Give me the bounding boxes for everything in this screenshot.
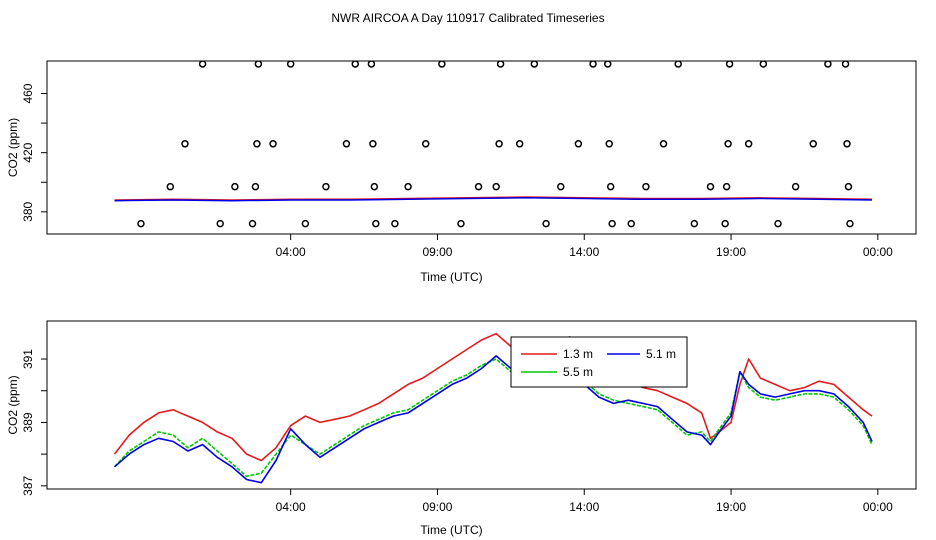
calibration-point — [367, 61, 376, 68]
calibration-point — [351, 61, 360, 68]
x-tick-label: 14:00 — [569, 500, 599, 514]
y-axis-label: CO2 (ppm) — [6, 375, 20, 434]
calibration-point — [809, 140, 817, 148]
calibration-point — [721, 219, 729, 228]
calibration-point — [774, 219, 782, 228]
legend-box — [510, 336, 688, 388]
y-tick-label: 420 — [21, 142, 35, 162]
calibration-point — [438, 61, 446, 68]
calibration-point — [248, 219, 257, 228]
calibration-point — [404, 182, 412, 191]
calibration-point — [659, 140, 668, 148]
calibration-point — [843, 140, 851, 148]
figure-title: NWR AIRCOA A Day 110917 Calibrated Times… — [331, 11, 604, 25]
calibration-point — [372, 219, 380, 228]
x-tick-label: 14:00 — [569, 245, 599, 259]
x-tick-label: 00:00 — [863, 245, 893, 259]
calibration-point — [254, 61, 263, 68]
calibration-point — [542, 219, 550, 228]
calibration-point — [603, 61, 612, 68]
calibration-point — [181, 140, 189, 148]
x-axis-label: Time (UTC) — [420, 270, 482, 284]
series-line-5-1-m — [114, 197, 873, 202]
calibration-point — [759, 61, 768, 68]
calibration-point — [301, 219, 310, 228]
calibration-point — [674, 61, 682, 68]
y-tick-label: 387 — [21, 475, 35, 495]
calibration-point — [370, 182, 379, 191]
x-tick-label: 19:00 — [716, 500, 746, 514]
calibration-point — [844, 182, 853, 191]
calibration-point — [253, 140, 261, 148]
calibration-point — [391, 219, 399, 228]
calibration-point — [725, 61, 734, 68]
calibration-point — [608, 219, 616, 228]
y-axis-label: CO2 (ppm) — [6, 118, 20, 177]
data-layer — [114, 61, 873, 228]
y-tick-label: 391 — [21, 349, 35, 369]
calibration-point — [824, 61, 832, 68]
calibration-point — [515, 140, 524, 148]
calibration-point — [198, 61, 207, 68]
x-tick-label: 00:00 — [863, 500, 893, 514]
data-layer — [113, 332, 873, 484]
calibration-point — [251, 182, 260, 191]
series-line-5-5-m — [113, 358, 873, 478]
calibration-point — [557, 182, 565, 191]
calibration-point — [322, 182, 330, 191]
plot-frame — [46, 60, 917, 235]
x-tick-label: 09:00 — [422, 500, 452, 514]
legend: 1.3 m 5.1 m 5.5 m — [510, 336, 688, 388]
calibration-point — [269, 140, 277, 148]
calibration-point — [605, 140, 613, 148]
series-line-1-3-m — [113, 332, 873, 462]
calibration-point — [606, 182, 615, 191]
chart-panel-2: 04:00 09:00 14:00 19:00 00:00 387 389 391 Time (… — [6, 320, 917, 537]
y-tick-label: 460 — [21, 83, 35, 103]
y-tick-label: 389 — [21, 412, 35, 432]
calibration-point — [690, 219, 699, 228]
calibration-point — [574, 140, 583, 148]
calibration-point — [231, 182, 239, 191]
calibration-point — [166, 182, 175, 191]
calibration-point — [722, 182, 731, 191]
calibration-point — [706, 182, 715, 191]
chart-panel-1: 04:00 09:00 14:00 19:00 00:00 380 420 460 Time (… — [6, 60, 917, 284]
legend-label: 5.5 m — [563, 365, 593, 379]
x-tick-label: 04:00 — [276, 245, 306, 259]
calibration-point — [286, 61, 295, 68]
calibration-point — [791, 182, 800, 191]
calibration-point — [137, 219, 145, 228]
calibration-point — [369, 140, 377, 148]
calibration-point — [846, 219, 854, 228]
x-tick-label: 04:00 — [276, 500, 306, 514]
calibration-point — [457, 219, 465, 228]
x-tick-label: 09:00 — [422, 245, 452, 259]
x-tick-label: 19:00 — [716, 245, 746, 259]
calibration-point — [474, 182, 483, 191]
calibration-point — [724, 140, 732, 148]
legend-label: 5.1 m — [646, 347, 676, 361]
x-axis-label: Time (UTC) — [420, 523, 482, 537]
calibration-point — [496, 61, 505, 68]
plot-frame — [46, 320, 917, 490]
calibration-point — [342, 140, 351, 148]
legend-label: 1.3 m — [563, 347, 593, 361]
calibration-point — [841, 61, 850, 68]
calibration-point — [530, 61, 539, 68]
y-tick-label: 380 — [21, 201, 35, 221]
calibration-point — [495, 140, 503, 148]
calibration-point — [492, 182, 500, 191]
calibration-point — [216, 219, 224, 228]
calibration-point — [627, 219, 635, 228]
calibration-point — [744, 140, 753, 148]
calibration-point — [589, 61, 597, 68]
calibration-point — [421, 140, 430, 148]
calibration-point — [642, 182, 650, 191]
